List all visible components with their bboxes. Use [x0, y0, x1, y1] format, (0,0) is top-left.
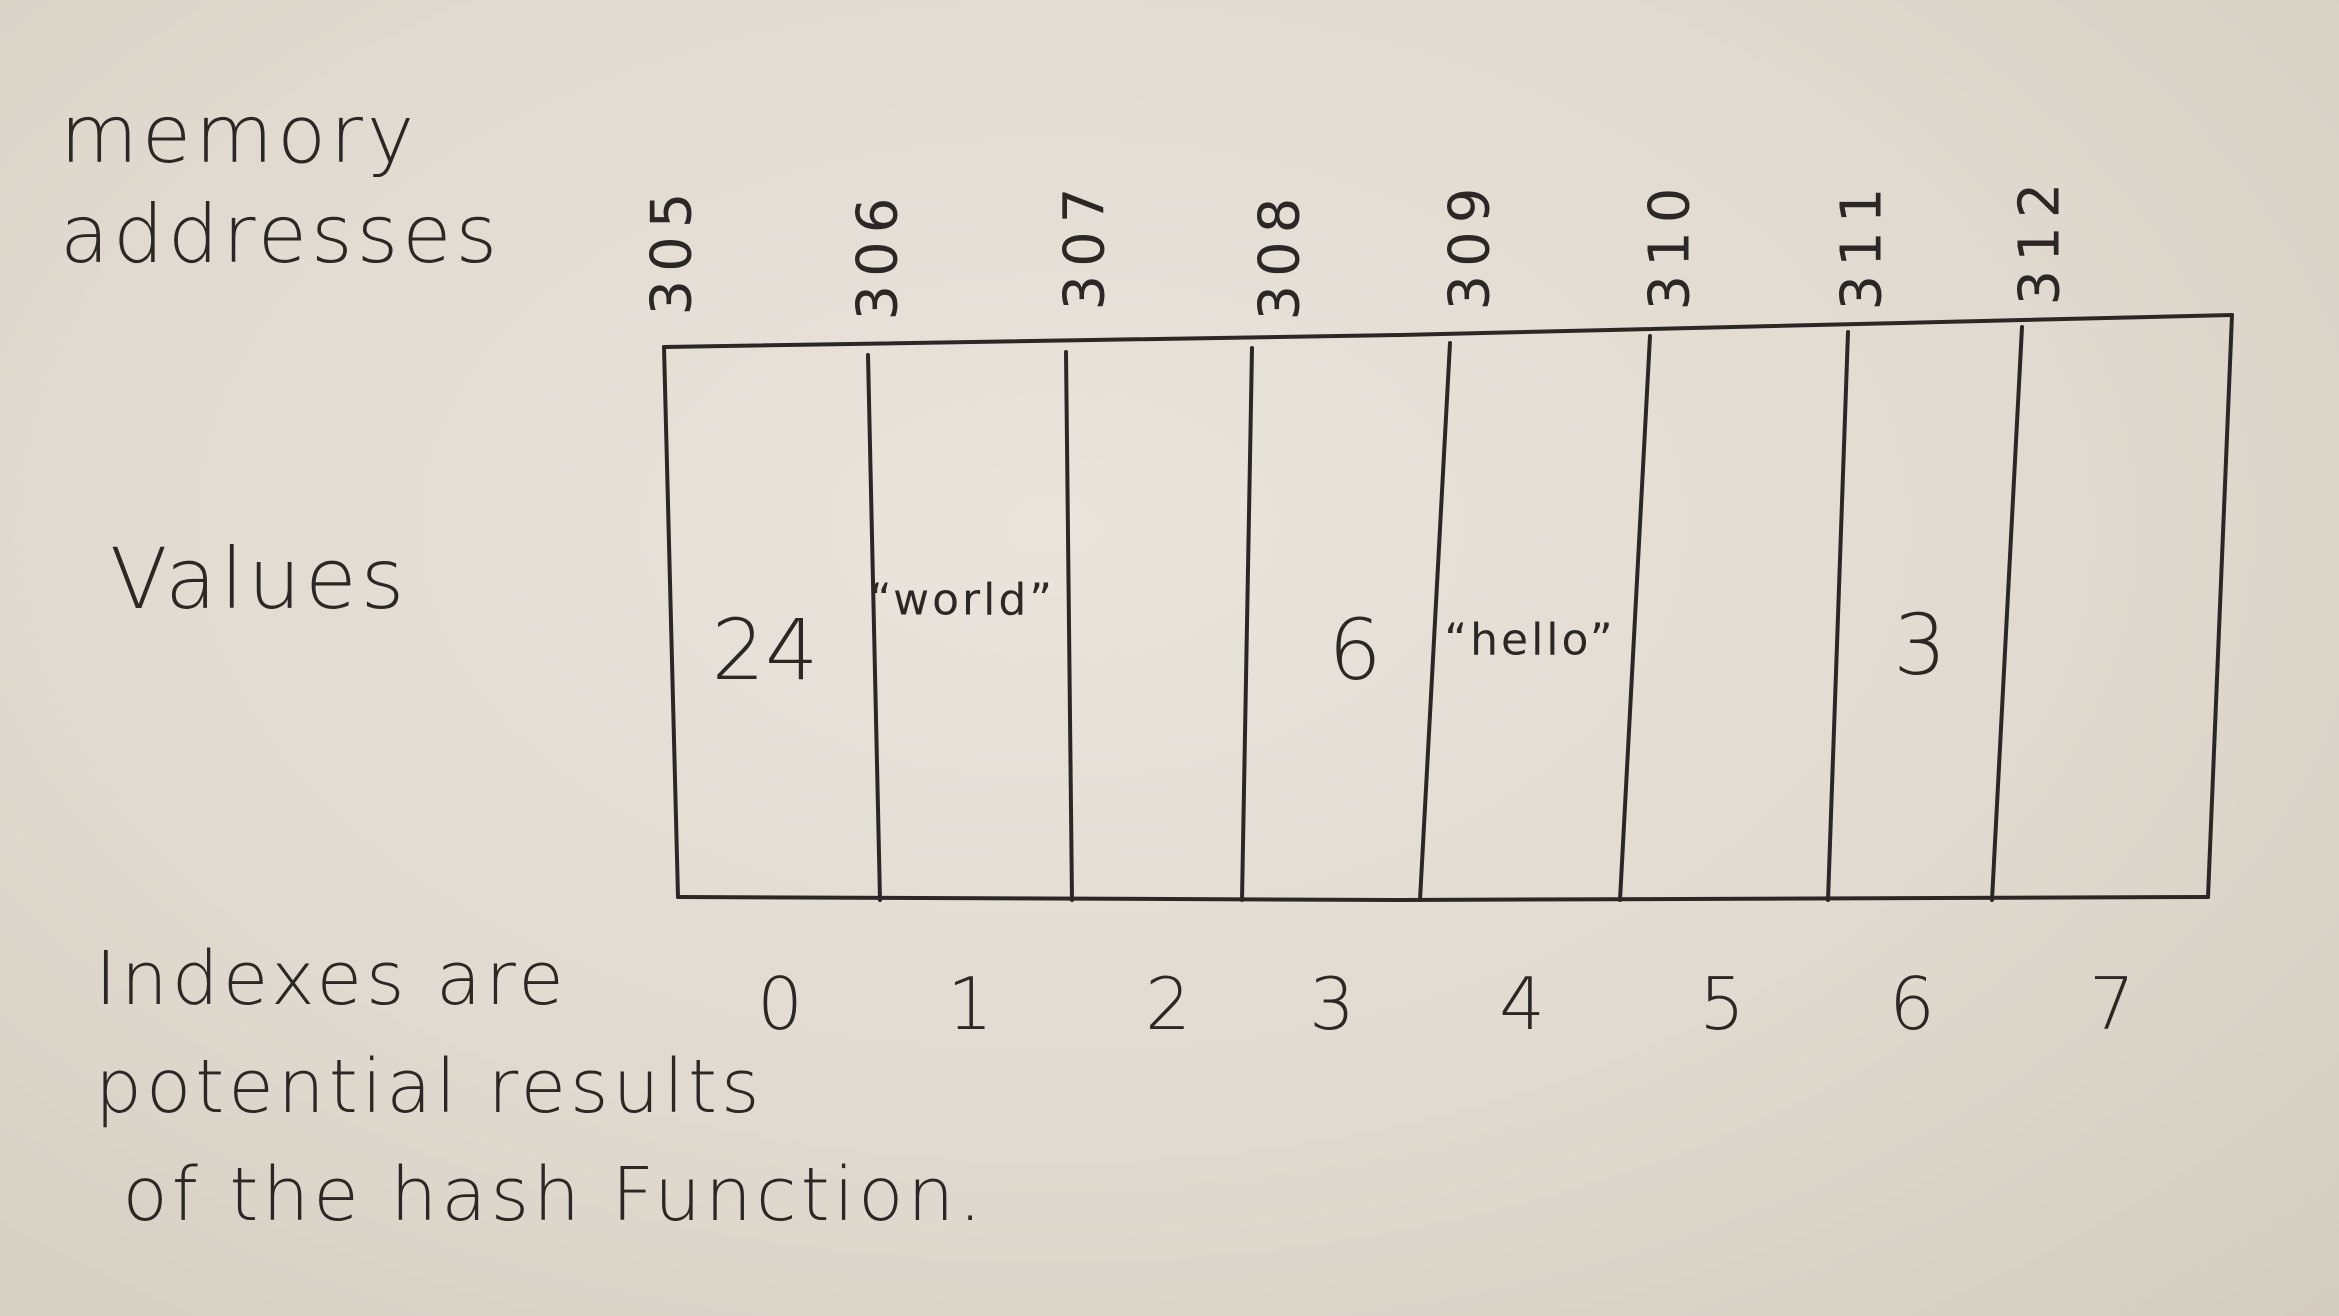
cell-value: 3 [1893, 596, 1947, 694]
cell-divider [1826, 330, 1850, 902]
cell-index: 5 [1699, 962, 1745, 1046]
memory-address: 307 [1052, 179, 1118, 311]
cell-index: 3 [1309, 962, 1355, 1046]
cell-index: 6 [1889, 962, 1935, 1046]
indexes-note: Indexes are potential results of the has… [95, 925, 986, 1249]
table-top-border [662, 313, 2234, 349]
cell-divider [1418, 341, 1452, 902]
cell-divider [1240, 346, 1254, 902]
memory-address: 309 [1437, 179, 1503, 311]
memory-address: 308 [1247, 189, 1313, 321]
cell-index: 2 [1145, 962, 1191, 1046]
memory-address: 306 [845, 189, 911, 321]
memory-addresses-text: memory addresses [60, 88, 502, 281]
cell-value: 24 [711, 601, 819, 699]
memory-address: 312 [2007, 174, 2073, 306]
memory-address: 310 [1637, 179, 1703, 311]
cell-value: “world” [868, 574, 1056, 626]
cell-divider [1618, 334, 1652, 902]
table-left-border [662, 345, 680, 899]
cell-index: 0 [757, 962, 803, 1046]
cell-divider [1064, 350, 1074, 902]
cell-index: 1 [947, 962, 993, 1046]
memory-address: 305 [639, 184, 705, 316]
indexes-note-text: Indexes are potential results of the has… [95, 936, 986, 1238]
memory-addresses-label: memory addresses [60, 85, 501, 285]
cell-divider [866, 353, 882, 902]
values-label: Values [110, 530, 408, 628]
cell-value: “hello” [1444, 614, 1616, 666]
cell-value: 6 [1328, 601, 1382, 699]
memory-address: 311 [1829, 179, 1895, 311]
cell-index: 4 [1499, 962, 1545, 1046]
table-right-border [2206, 313, 2234, 899]
cell-divider [1990, 325, 2024, 902]
table-bottom-border [676, 895, 2210, 903]
cell-index: 7 [2089, 962, 2135, 1046]
values-text: Values [110, 530, 409, 628]
